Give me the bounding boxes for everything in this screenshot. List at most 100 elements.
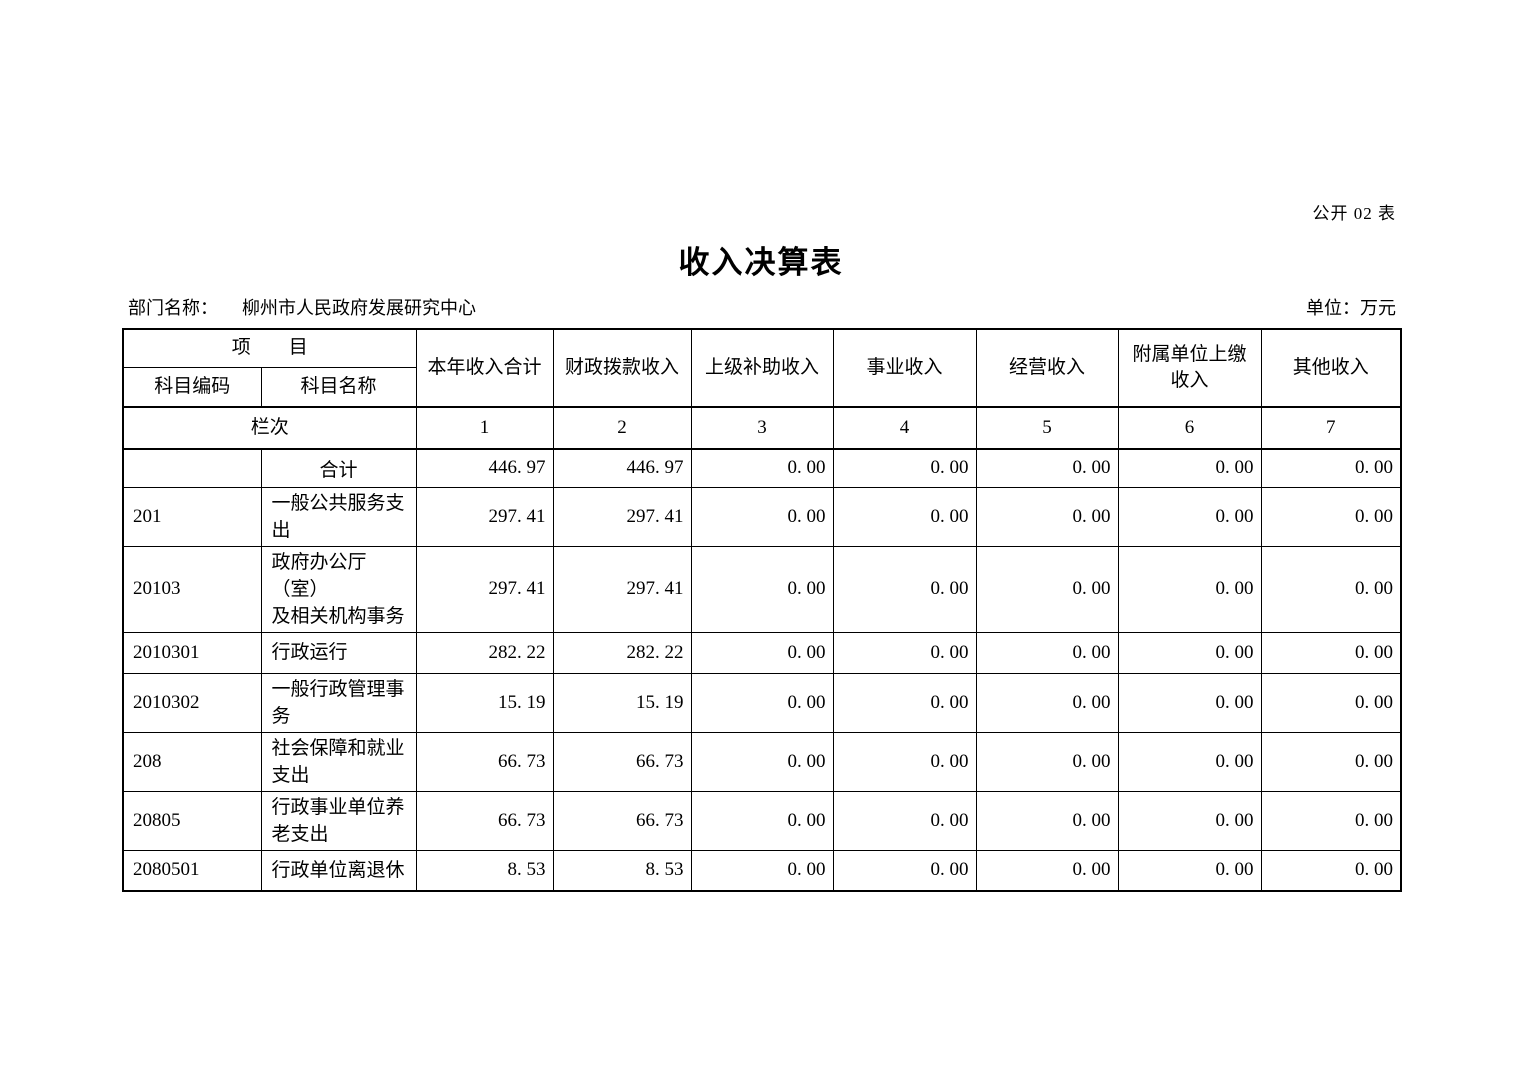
cell-value: 0. 00 [690, 631, 834, 674]
cell-subject-code: 20805 [122, 790, 262, 851]
cell-value: 0. 00 [975, 672, 1119, 733]
cell-value: 297. 41 [552, 486, 692, 547]
cell-value: 0. 00 [1117, 448, 1262, 488]
header-subject-name: 科目名称 [260, 366, 417, 408]
header-row-1: 项 目 本年收入合计 财政拨款收入 上级补助收入 事业收入 经营收入 附属单位上… [122, 328, 1402, 408]
cell-value: 15. 19 [552, 672, 692, 733]
header-project: 项 目 [122, 328, 417, 368]
cell-subject-code: 2010302 [122, 672, 262, 733]
cell-value: 0. 00 [832, 631, 977, 674]
cell-value: 0. 00 [1117, 731, 1262, 792]
cell-value: 0. 00 [832, 486, 977, 547]
column-index: 2 [552, 406, 692, 450]
cell-subject-name: 行政单位离退休 [260, 849, 417, 892]
table-row-total: 合计 446. 97 446. 97 0. 00 0. 00 0. 00 0. … [122, 448, 1402, 488]
table-row: 20805 行政事业单位养 老支出 66. 73 66. 73 0. 00 0.… [122, 790, 1402, 851]
cell-value: 0. 00 [690, 790, 834, 851]
cell-value: 0. 00 [1260, 731, 1402, 792]
header-affiliated-unit-income: 附属单位上缴 收入 [1117, 328, 1262, 408]
table-row: 2010301 行政运行 282. 22 282. 22 0. 00 0. 00… [122, 631, 1402, 674]
cell-subject-name: 一般行政管理事 务 [260, 672, 417, 733]
cell-value: 8. 53 [415, 849, 554, 892]
cell-value: 0. 00 [690, 731, 834, 792]
cell-value: 0. 00 [690, 448, 834, 488]
cell-value: 66. 73 [415, 731, 554, 792]
cell-value: 297. 41 [415, 486, 554, 547]
info-row: 部门名称： 柳州市人民政府发展研究中心 单位：万元 [128, 294, 1396, 320]
cell-value: 0. 00 [1117, 790, 1262, 851]
cell-value: 0. 00 [975, 545, 1119, 633]
cell-value: 0. 00 [690, 672, 834, 733]
cell-value: 0. 00 [1260, 849, 1402, 892]
table-row: 201 一般公共服务支 出 297. 41 297. 41 0. 00 0. 0… [122, 486, 1402, 547]
cell-subject-name: 政府办公厅（室） 及相关机构事务 [260, 545, 417, 633]
cell-value: 0. 00 [1260, 631, 1402, 674]
cell-subject-name: 行政事业单位养 老支出 [260, 790, 417, 851]
cell-value: 0. 00 [1260, 545, 1402, 633]
cell-value: 15. 19 [415, 672, 554, 733]
header-superior-subsidy: 上级补助收入 [690, 328, 834, 408]
cell-value: 0. 00 [1117, 849, 1262, 892]
cell-value: 0. 00 [832, 545, 977, 633]
cell-value: 0. 00 [832, 731, 977, 792]
table-row: 2010302 一般行政管理事 务 15. 19 15. 19 0. 00 0.… [122, 672, 1402, 733]
cell-value: 446. 97 [552, 448, 692, 488]
page-title: 收入决算表 [678, 245, 844, 280]
cell-value: 0. 00 [832, 849, 977, 892]
cell-value: 297. 41 [552, 545, 692, 633]
cell-subject-code: 208 [122, 731, 262, 792]
cell-subject-name: 合计 [260, 448, 417, 488]
cell-value: 0. 00 [690, 849, 834, 892]
header-operating-income: 事业收入 [832, 328, 977, 408]
cell-value: 0. 00 [975, 448, 1119, 488]
header-total-income: 本年收入合计 [415, 328, 554, 408]
column-index: 3 [690, 406, 834, 450]
cell-value: 0. 00 [1260, 790, 1402, 851]
cell-value: 0. 00 [690, 545, 834, 633]
income-statement-table: 项 目 本年收入合计 财政拨款收入 上级补助收入 事业收入 经营收入 附属单位上… [122, 328, 1403, 892]
cell-value: 66. 73 [415, 790, 554, 851]
cell-subject-code: 20103 [122, 545, 262, 633]
department-name: 柳州市人民政府发展研究中心 [242, 298, 476, 318]
cell-value: 0. 00 [1117, 631, 1262, 674]
cell-value: 0. 00 [832, 672, 977, 733]
cell-subject-name: 行政运行 [260, 631, 417, 674]
cell-subject-code: 2010301 [122, 631, 262, 674]
column-index-row: 栏次 1 2 3 4 5 6 7 [122, 406, 1402, 450]
cell-value: 0. 00 [1260, 672, 1402, 733]
cell-value: 0. 00 [832, 790, 977, 851]
cell-value: 0. 00 [832, 448, 977, 488]
cell-subject-name: 社会保障和就业 支出 [260, 731, 417, 792]
column-index: 1 [415, 406, 554, 450]
department-line: 部门名称： 柳州市人民政府发展研究中心 [128, 294, 476, 320]
column-index: 5 [975, 406, 1119, 450]
column-index: 6 [1117, 406, 1262, 450]
cell-value: 446. 97 [415, 448, 554, 488]
cell-subject-code: 2080501 [122, 849, 262, 892]
table-row: 2080501 行政单位离退休 8. 53 8. 53 0. 00 0. 00 … [122, 849, 1402, 892]
cell-value: 297. 41 [415, 545, 554, 633]
table-row: 208 社会保障和就业 支出 66. 73 66. 73 0. 00 0. 00… [122, 731, 1402, 792]
cell-value: 0. 00 [975, 731, 1119, 792]
unit-label: 单位：万元 [1306, 298, 1396, 318]
header-other-income: 其他收入 [1260, 328, 1402, 408]
cell-value: 0. 00 [690, 486, 834, 547]
cell-value: 0. 00 [1260, 486, 1402, 547]
cell-value: 282. 22 [415, 631, 554, 674]
table-row: 20103 政府办公厅（室） 及相关机构事务 297. 41 297. 41 0… [122, 545, 1402, 633]
cell-value: 0. 00 [975, 849, 1119, 892]
cell-value: 66. 73 [552, 731, 692, 792]
cell-value: 0. 00 [1117, 486, 1262, 547]
cell-value: 0. 00 [975, 486, 1119, 547]
cell-value: 66. 73 [552, 790, 692, 851]
cell-subject-code [122, 448, 262, 488]
cell-value: 8. 53 [552, 849, 692, 892]
cell-value: 0. 00 [1117, 545, 1262, 633]
cell-subject-name: 一般公共服务支 出 [260, 486, 417, 547]
column-index-label: 栏次 [122, 406, 417, 450]
cell-value: 282. 22 [552, 631, 692, 674]
cell-value: 0. 00 [1117, 672, 1262, 733]
column-index: 4 [832, 406, 977, 450]
department-label: 部门名称： [128, 298, 218, 318]
